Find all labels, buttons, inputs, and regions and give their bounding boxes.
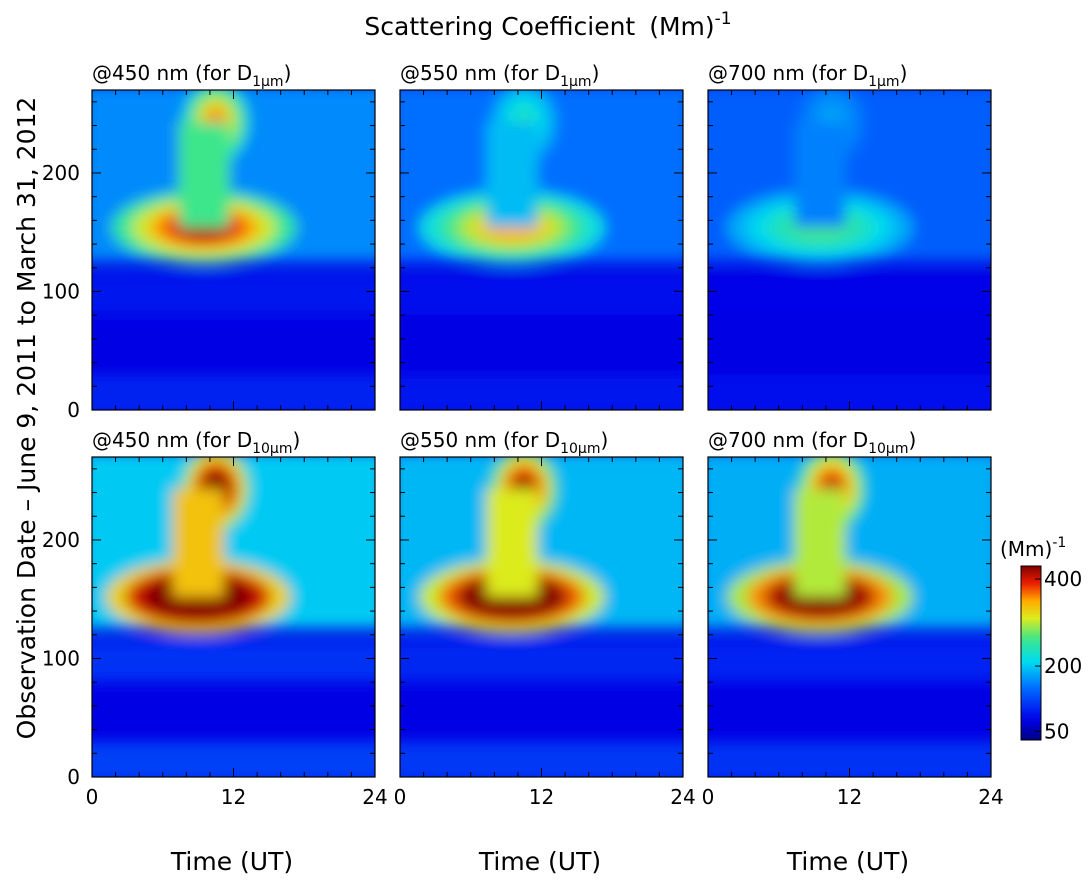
panel-title-text: )	[600, 428, 608, 452]
panel-title-subscript: 1μm	[560, 74, 591, 90]
panel-title: @700 nm (for D1μm)	[708, 61, 907, 90]
heatmap-cell	[172, 489, 224, 597]
colorbar-unit-text: (Mm)	[1000, 537, 1052, 561]
panel-title: @450 nm (for D1μm)	[92, 61, 291, 90]
colorbar: (Mm)-1 400 200 50	[1000, 535, 1082, 743]
y-tick-label: 100	[42, 279, 80, 303]
heatmap-field	[708, 90, 991, 410]
figure-title: Scattering Coefficient (Mm)-1	[364, 9, 731, 41]
panel-title-text: @700 nm (for D	[708, 428, 868, 452]
x-tick-label: 0	[702, 785, 715, 809]
x-tick-label: 12	[529, 785, 554, 809]
heatmap-field	[92, 457, 375, 777]
panel-title-subscript: 10μm	[868, 441, 908, 457]
panel-title-text: )	[908, 428, 916, 452]
figure-title-unit: (Mm)	[649, 12, 714, 41]
panel-title-subscript: 1μm	[252, 74, 283, 90]
colorbar-tick-label: 200	[1044, 654, 1082, 678]
y-tick-label: 0	[67, 398, 80, 422]
figure-title-text: Scattering Coefficient	[364, 12, 635, 41]
x-tick-label: 0	[86, 785, 99, 809]
x-tick-label: 24	[670, 785, 695, 809]
heatmap-cell	[92, 272, 375, 316]
panel-title: @700 nm (for D10μm)	[708, 428, 916, 457]
x-axis-label-col-0: Time (UT)	[170, 847, 293, 876]
panel-title-text: @450 nm (for D	[92, 61, 252, 85]
panel-title-text: @700 nm (for D	[708, 61, 868, 85]
heatmap-cell	[486, 489, 538, 597]
panel-title-subscript: 1μm	[868, 74, 899, 90]
y-tick-label: 0	[67, 765, 80, 789]
panel-title-text: )	[592, 61, 600, 85]
figure-title-unit-sup: -1	[715, 9, 732, 29]
x-tick-label: 24	[978, 785, 1003, 809]
panel-title-text: @550 nm (for D	[400, 428, 560, 452]
colorbar-gradient	[1020, 565, 1042, 741]
panel-title-text: )	[292, 428, 300, 452]
panel-title-subscript: 10μm	[560, 441, 600, 457]
x-tick-label: 24	[362, 785, 387, 809]
heatmap-cell	[708, 272, 991, 316]
heatmap-cell	[400, 639, 683, 683]
panel-title: @450 nm (for D10μm)	[92, 428, 300, 457]
panel-title-text: )	[284, 61, 292, 85]
panel-title-text: )	[900, 61, 908, 85]
panel-title: @550 nm (for D10μm)	[400, 428, 608, 457]
panel-title-text: @450 nm (for D	[92, 428, 252, 452]
y-tick-label: 200	[42, 161, 80, 185]
heatmap-panel: 0 100 200 @450 nm (for D1μm)	[42, 61, 376, 422]
heatmap-panel: 0 12 24 @550 nm (for D10μm)	[394, 428, 696, 809]
heatmap-field	[92, 90, 375, 410]
colorbar-unit-sup: -1	[1052, 535, 1066, 551]
colorbar-ticks: 400 200 50	[1035, 567, 1082, 743]
heatmap-field	[400, 90, 683, 410]
heatmap-cell	[794, 489, 846, 597]
heatmap-cell	[92, 639, 375, 683]
heatmap-cell	[708, 639, 991, 683]
x-axis-label-col-2: Time (UT)	[786, 847, 909, 876]
colorbar-tick-label: 400	[1044, 567, 1082, 591]
heatmap-panel: @700 nm (for D1μm)	[707, 61, 992, 411]
heatmap-cell	[178, 122, 230, 228]
y-axis-label: Observation Date – June 9, 2011 to March…	[12, 97, 41, 740]
x-tick-label: 12	[837, 785, 862, 809]
heatmap-field	[400, 457, 683, 777]
panel-title-subscript: 10μm	[252, 441, 292, 457]
heatmap-panel: 0 12 24 @700 nm (for D10μm)	[702, 428, 1004, 809]
panel-title-text: @550 nm (for D	[400, 61, 560, 85]
heatmap-cell	[794, 122, 846, 228]
heatmap-cell	[400, 272, 683, 316]
heatmap-field	[708, 457, 991, 777]
heatmap-panel: @550 nm (for D1μm)	[399, 61, 684, 411]
x-tick-label: 0	[394, 785, 407, 809]
x-axis-label-col-1: Time (UT)	[478, 847, 601, 876]
colorbar-unit: (Mm)-1	[1000, 535, 1066, 561]
heatmap-panel: 0 100 200 0 12 24 @450 nm (for D10μm)	[42, 428, 388, 809]
y-tick-label: 100	[42, 646, 80, 670]
x-tick-label: 12	[221, 785, 246, 809]
colorbar-tick-label: 50	[1044, 719, 1069, 743]
heatmap-cell	[486, 122, 538, 228]
y-tick-label: 200	[42, 528, 80, 552]
panel-title: @550 nm (for D1μm)	[400, 61, 599, 90]
